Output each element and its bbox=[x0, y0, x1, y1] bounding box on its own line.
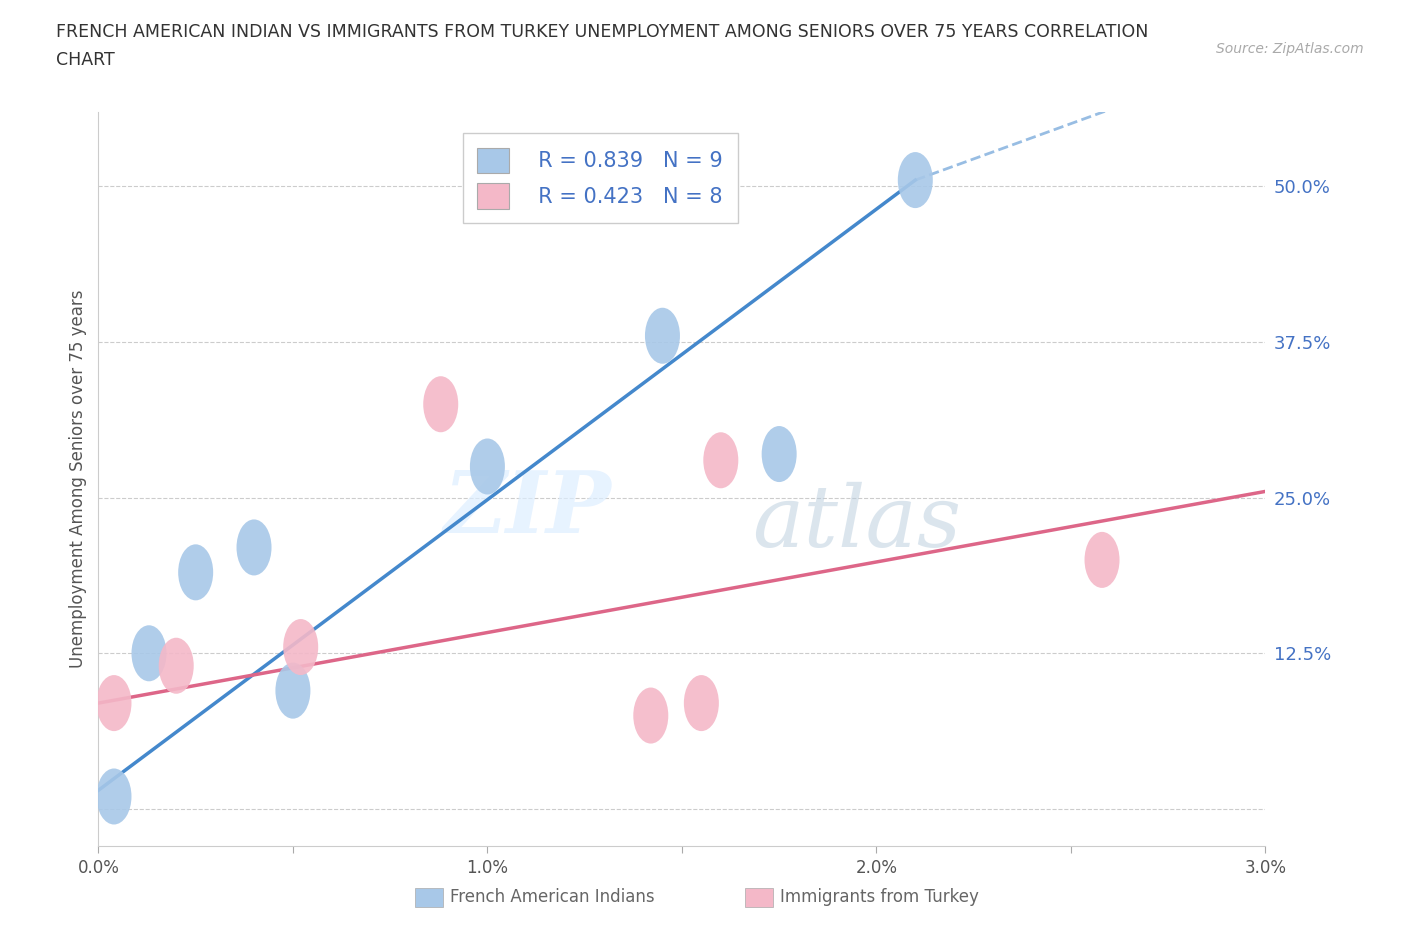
Ellipse shape bbox=[633, 687, 668, 744]
Ellipse shape bbox=[470, 438, 505, 495]
Text: Immigrants from Turkey: Immigrants from Turkey bbox=[780, 888, 979, 907]
Text: Source: ZipAtlas.com: Source: ZipAtlas.com bbox=[1216, 42, 1364, 56]
Ellipse shape bbox=[1084, 532, 1119, 588]
Ellipse shape bbox=[276, 663, 311, 719]
Ellipse shape bbox=[645, 308, 681, 364]
Ellipse shape bbox=[423, 377, 458, 432]
Ellipse shape bbox=[97, 768, 132, 825]
Ellipse shape bbox=[703, 432, 738, 488]
Ellipse shape bbox=[179, 544, 214, 601]
Text: French American Indians: French American Indians bbox=[450, 888, 655, 907]
Ellipse shape bbox=[236, 520, 271, 576]
Ellipse shape bbox=[898, 153, 932, 208]
Ellipse shape bbox=[683, 675, 718, 731]
Legend:   R = 0.839   N = 9,   R = 0.423   N = 8: R = 0.839 N = 9, R = 0.423 N = 8 bbox=[463, 133, 738, 223]
Text: atlas: atlas bbox=[752, 482, 962, 565]
Text: CHART: CHART bbox=[56, 51, 115, 69]
Y-axis label: Unemployment Among Seniors over 75 years: Unemployment Among Seniors over 75 years bbox=[69, 290, 87, 668]
Ellipse shape bbox=[132, 625, 166, 682]
Text: FRENCH AMERICAN INDIAN VS IMMIGRANTS FROM TURKEY UNEMPLOYMENT AMONG SENIORS OVER: FRENCH AMERICAN INDIAN VS IMMIGRANTS FRO… bbox=[56, 23, 1149, 41]
Ellipse shape bbox=[762, 426, 797, 482]
Text: ZIP: ZIP bbox=[444, 467, 612, 550]
Ellipse shape bbox=[159, 638, 194, 694]
Ellipse shape bbox=[283, 619, 318, 675]
Ellipse shape bbox=[97, 675, 132, 731]
